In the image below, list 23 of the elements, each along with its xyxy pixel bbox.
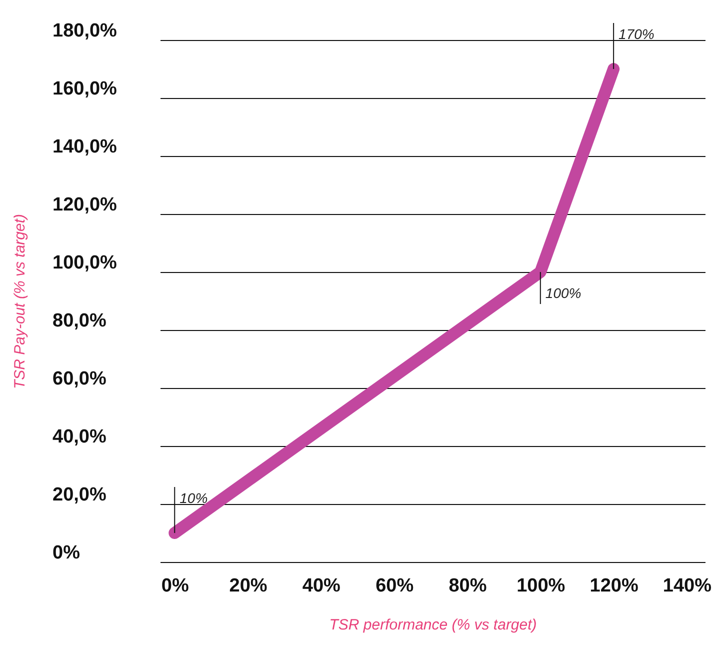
- y-tick-label: 100,0%: [52, 252, 118, 274]
- y-tick-label: 40,0%: [52, 426, 106, 448]
- data-label: 170%: [618, 26, 654, 42]
- y-tick-label: 0%: [52, 542, 80, 564]
- x-tick-label: 120%: [590, 576, 638, 596]
- x-tick-label: 80%: [448, 576, 487, 596]
- data-label: 10%: [180, 490, 208, 506]
- x-tick-label: 140%: [662, 576, 712, 596]
- y-tick-label: 120,0%: [52, 194, 118, 216]
- x-axis-title: TSR performance (% vs target): [329, 616, 537, 634]
- y-tick-label: 180,0%: [52, 20, 118, 42]
- x-tick-label: 20%: [229, 576, 268, 596]
- x-tick-label: 100%: [516, 576, 566, 596]
- y-axis-title: TSR Pay-out (% vs target): [12, 214, 28, 390]
- y-tick-label: 80,0%: [52, 310, 106, 332]
- y-tick-label: 140,0%: [52, 136, 118, 158]
- x-tick-label: 0%: [161, 576, 189, 596]
- data-label: 100%: [545, 285, 582, 301]
- x-tick-label: 60%: [376, 576, 414, 596]
- y-tick-label: 60,0%: [52, 368, 106, 390]
- x-tick-label: 40%: [302, 576, 341, 596]
- y-tick-label: 160,0%: [52, 78, 118, 100]
- y-tick-label: 20,0%: [52, 484, 106, 506]
